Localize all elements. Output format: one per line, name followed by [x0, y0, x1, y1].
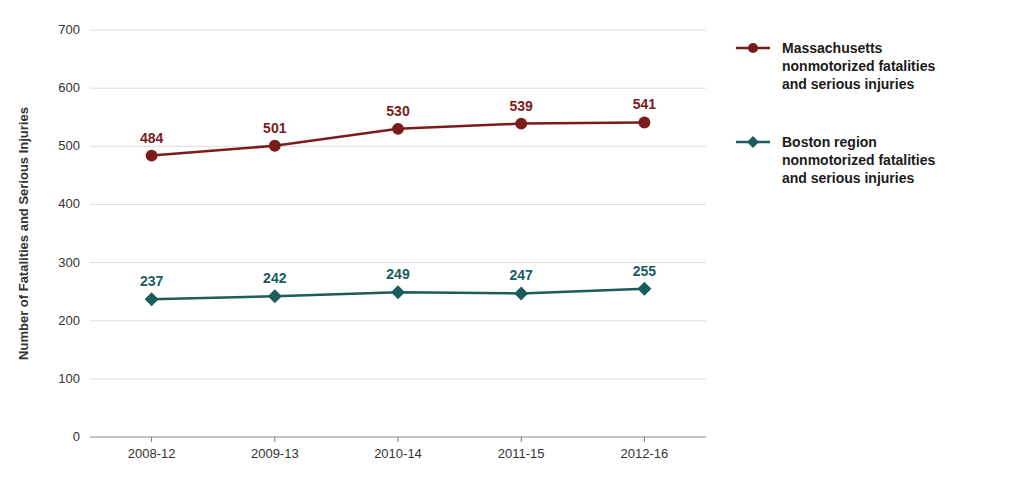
series-line: [152, 122, 645, 155]
x-tick: [521, 437, 522, 442]
x-tick-label: 2012-16: [621, 446, 669, 461]
legend-label-line: Boston region: [782, 134, 877, 150]
y-tick-label: 100: [58, 371, 80, 386]
y-tick-label: 300: [58, 255, 80, 270]
series-marker: [146, 150, 158, 162]
grid-line: [90, 262, 706, 263]
grid-line: [90, 320, 706, 321]
legend-label-line: and serious injuries: [782, 170, 914, 186]
data-label: 539: [510, 98, 534, 114]
x-tick: [398, 437, 399, 442]
x-tick: [151, 437, 152, 442]
grid-line: [90, 30, 706, 31]
legend-swatch-marker: [748, 43, 758, 53]
legend-label-line: nonmotorized fatalities: [782, 152, 935, 168]
y-tick-label: 500: [58, 138, 80, 153]
series-marker: [515, 118, 527, 130]
y-tick-label: 700: [58, 22, 80, 37]
data-label: 530: [386, 103, 410, 119]
grid-line: [90, 204, 706, 205]
x-tick-label: 2010-14: [374, 446, 422, 461]
data-label: 484: [140, 130, 164, 146]
legend-label-line: Massachusetts: [782, 40, 883, 56]
series-marker: [391, 285, 405, 299]
plot-area: [145, 116, 652, 306]
grid-line: [90, 378, 706, 379]
legend-label: Boston region nonmotorized fatalities and …: [782, 134, 935, 186]
legend-label-line: nonmotorized fatalities: [782, 58, 935, 74]
legend-label-line: and serious injuries: [782, 76, 914, 92]
data-label: 249: [386, 266, 410, 282]
grid-line: [90, 146, 706, 147]
series-marker: [638, 116, 650, 128]
x-tick: [274, 437, 275, 442]
y-axis-label: Number of Fatalities and Serious Injurie…: [16, 107, 31, 360]
series-marker: [392, 123, 404, 135]
legend-swatch-marker: [747, 136, 759, 148]
series-marker: [269, 140, 281, 152]
data-label: 247: [510, 267, 534, 283]
x-tick-label: 2008-12: [128, 446, 176, 461]
data-labels: 484 501 530 539 541 237 242 249 247 255: [140, 96, 656, 289]
x-tick-label: 2009-13: [251, 446, 299, 461]
data-label: 237: [140, 273, 164, 289]
series-marker: [145, 292, 159, 306]
data-label: 242: [263, 270, 287, 286]
legend-label: Massachusetts nonmotorized fatalities and …: [782, 40, 935, 92]
y-tick-label: 400: [58, 196, 80, 211]
chart: 0 100 200 300 400 500 600 700 2008-12 2009-13 2010…: [0, 0, 1036, 487]
x-tick: [644, 437, 645, 442]
data-label: 541: [633, 96, 657, 112]
series-marker: [637, 282, 651, 296]
series-marker: [514, 286, 528, 300]
y-tick-label: 600: [58, 80, 80, 95]
legend: Massachusetts nonmotorized fatalities and …: [736, 40, 935, 186]
y-tick-label: 200: [58, 313, 80, 328]
series-marker: [268, 289, 282, 303]
y-tick-label: 0: [73, 429, 80, 444]
x-tick-label: 2011-15: [498, 446, 545, 461]
grid-line: [90, 88, 706, 89]
data-label: 501: [263, 120, 287, 136]
data-label: 255: [633, 263, 657, 279]
